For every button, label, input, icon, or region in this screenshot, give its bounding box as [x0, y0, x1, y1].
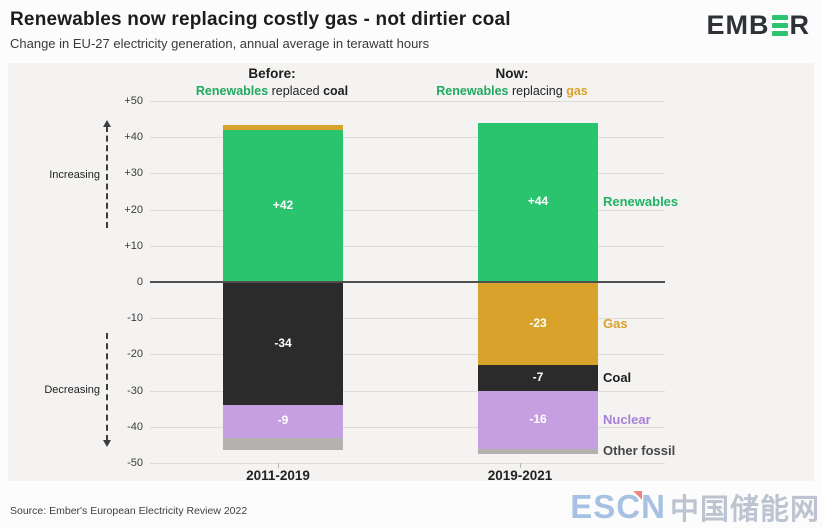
- bar-segment-coal: [478, 365, 598, 391]
- y-axis-tick-label: -20: [127, 348, 143, 361]
- header-text-part: replaced: [268, 84, 324, 98]
- escn-letter: S: [593, 488, 617, 525]
- bar-value-label: -34: [274, 335, 292, 350]
- ember-logo-green-e-icon: [771, 15, 788, 36]
- y-axis-tick-label: +30: [124, 167, 143, 180]
- legend-label-coal: Coal: [603, 369, 632, 385]
- gridline: [150, 245, 665, 247]
- ember-logo: EMB R: [707, 10, 811, 41]
- y-axis-tick-label: -40: [127, 420, 143, 433]
- bar-value-label: -9: [277, 413, 289, 428]
- escn-chinese-text: 中国储能网: [669, 494, 820, 526]
- decreasing-label: Decreasing: [44, 384, 100, 396]
- legend-label-nuclear: Nuclear: [603, 411, 651, 427]
- decreasing-arrow-icon: [103, 333, 111, 447]
- x-axis-tick: [520, 463, 521, 468]
- bar-value-label: +44: [527, 194, 549, 209]
- page-subtitle: Change in EU-27 electricity generation, …: [10, 36, 430, 51]
- header-text-part: Renewables: [195, 84, 269, 98]
- gridline: [150, 463, 665, 464]
- bar-value-label: -7: [532, 369, 544, 384]
- bar-value-label: +42: [272, 197, 294, 212]
- legend-label-gas: Gas: [603, 315, 628, 331]
- y-axis-tick-label: +50: [124, 95, 143, 107]
- header-text-part: coal: [323, 84, 349, 98]
- escn-letter: E: [570, 488, 594, 525]
- y-axis-tick-label: +10: [124, 239, 143, 252]
- ember-logo-text-post: R: [789, 10, 810, 40]
- chart-panel-background: [8, 63, 814, 481]
- gridline: [150, 137, 665, 139]
- before-subheading: Renewables replaced coal: [152, 84, 392, 98]
- now-subheading: Renewables replacing gas: [392, 84, 632, 98]
- header-text-part: replacing: [508, 84, 567, 98]
- escn-letter: N: [641, 488, 666, 525]
- escn-letter: C: [616, 488, 642, 525]
- escn-logo-text: ESCN: [570, 488, 666, 526]
- gridline: [150, 354, 665, 356]
- zero-gridline: [150, 281, 665, 283]
- y-axis-tick-label: 0: [136, 276, 143, 288]
- bar-segment-gas: [223, 124, 343, 130]
- gridline: [150, 173, 665, 175]
- y-axis-tick-label: -50: [127, 457, 143, 469]
- escn-watermark: ESCN 中国储能网: [570, 486, 820, 528]
- bar-value-label: -23: [529, 315, 547, 330]
- source-note: Source: Ember's European Electricity Rev…: [10, 505, 248, 517]
- legend-label-renewables: Renewables: [603, 194, 679, 210]
- y-axis-tick-label: -30: [127, 384, 143, 397]
- gridline: [150, 390, 665, 392]
- bar-segment-renewables: [223, 129, 343, 282]
- increasing-arrow-icon: [103, 120, 111, 228]
- y-axis-tick-label: +40: [124, 131, 143, 144]
- gridline: [150, 426, 665, 428]
- bar-segment-nuclear: [478, 390, 598, 449]
- before-heading: Before:: [248, 66, 296, 81]
- bar-segment-nuclear: [223, 405, 343, 438]
- bar-segment-coal: [223, 282, 343, 406]
- y-axis-tick-label: +20: [124, 203, 143, 216]
- category-label: 2019-2021: [487, 468, 553, 483]
- bar-segment-renewables: [478, 122, 598, 282]
- bar-segment-other-fossil: [478, 448, 598, 454]
- before-column-header: Before: Renewables replaced coal: [152, 66, 392, 98]
- gridline: [150, 101, 665, 102]
- increasing-label: Increasing: [49, 169, 100, 181]
- gridline: [150, 318, 665, 320]
- gridline: [150, 209, 665, 211]
- bar-value-label: -16: [529, 411, 547, 426]
- category-label: 2011-2019: [246, 468, 310, 483]
- ember-logo-text-pre: EMB: [706, 10, 770, 40]
- y-axis-tick-label: -10: [127, 312, 143, 325]
- x-axis-tick: [278, 463, 279, 468]
- header-text-part: gas: [566, 84, 588, 98]
- header-text-part: Renewables: [436, 84, 509, 98]
- now-column-header: Now: Renewables replacing gas: [392, 66, 632, 98]
- bar-segment-other-fossil: [223, 437, 343, 451]
- legend-label-other-fossil: Other fossil: [603, 443, 676, 459]
- now-heading: Now:: [495, 66, 529, 81]
- bar-segment-gas: [478, 282, 598, 366]
- page-title: Renewables now replacing costly gas - no…: [10, 9, 511, 30]
